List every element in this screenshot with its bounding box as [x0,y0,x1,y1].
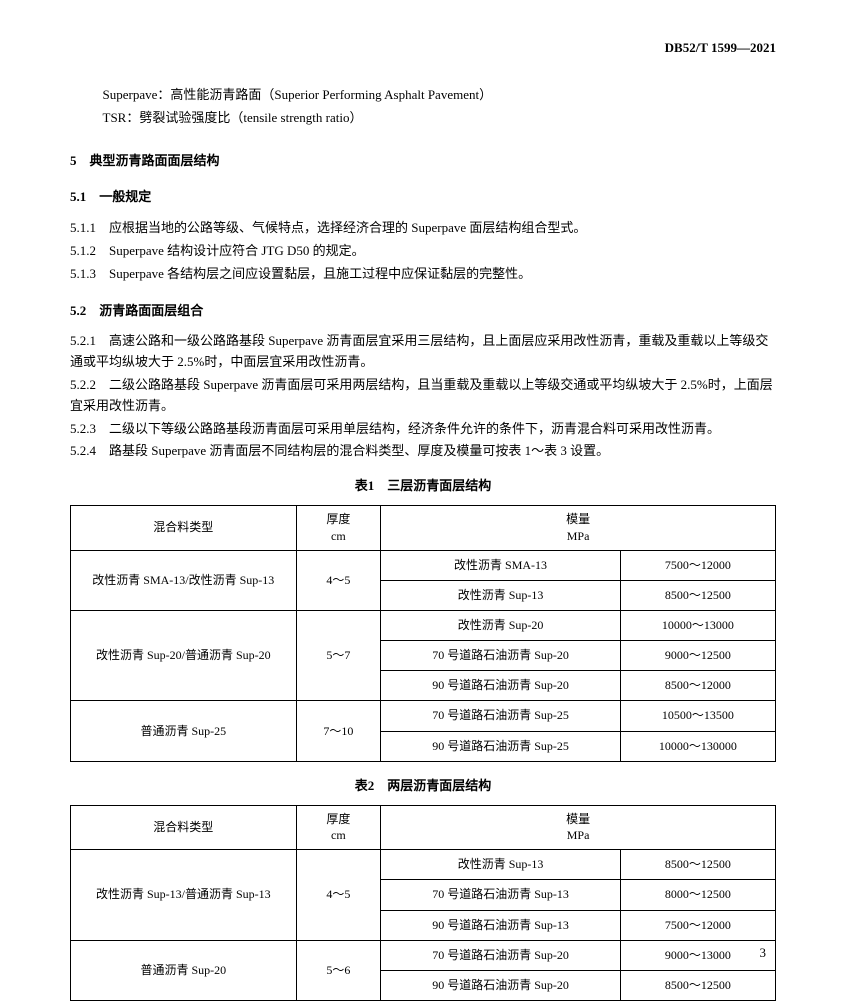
modulus-cell: 10000～130000 [620,731,775,761]
clause-5-1-1: 5.1.1 应根据当地的公路等级、气候特点，选择经济合理的 Superpave … [70,218,776,239]
mix-cell: 普通沥青 Sup-25 [71,701,297,761]
definition-superpave: Superpave：高性能沥青路面（Superior Performing As… [70,85,776,106]
clause-num: 5.2.2 [70,377,96,392]
modulus-cell: 10500～13500 [620,701,775,731]
section-5-num: 5 [70,153,77,168]
page-number: 3 [760,943,767,964]
table-2: 混合料类型 厚度 cm 模量 MPa 改性沥青 Sup-13/普通沥青 Sup-13… [70,805,776,1001]
header-text: 模量 [566,512,590,526]
header-unit: cm [331,828,346,842]
table-row: 普通沥青 Sup-25 7～10 70 号道路石油沥青 Sup-25 10500… [71,701,776,731]
clause-5-2-3: 5.2.3 二级以下等级公路路基段沥青面层可采用单层结构，经济条件允许的条件下，… [70,419,776,440]
clause-num: 5.1.2 [70,243,96,258]
material-cell: 改性沥青 SMA-13 [381,550,621,580]
thickness-cell: 4～5 [296,850,381,941]
section-5-heading: 5 典型沥青路面面层结构 [70,151,776,172]
material-cell: 90 号道路石油沥青 Sup-25 [381,731,621,761]
material-cell: 70 号道路石油沥青 Sup-25 [381,701,621,731]
clause-num: 5.2.4 [70,443,96,458]
modulus-cell: 8500～12500 [620,580,775,610]
table-header-thickness: 厚度 cm [296,805,381,850]
clause-text: 应根据当地的公路等级、气候特点，选择经济合理的 Superpave 面层结构组合… [109,220,586,235]
header-text: 厚度 [326,512,350,526]
clause-num: 5.1.3 [70,266,96,281]
clause-text: Superpave 各结构层之间应设置黏层，且施工过程中应保证黏层的完整性。 [109,266,531,281]
table-header-mix: 混合料类型 [71,805,297,850]
modulus-cell: 8500～12000 [620,671,775,701]
clause-5-2-1: 5.2.1 高速公路和一级公路路基段 Superpave 沥青面层宜采用三层结构… [70,331,776,373]
material-cell: 70 号道路石油沥青 Sup-13 [381,880,621,910]
table-2-caption: 表2 两层沥青面层结构 [70,776,776,797]
section-5-2-title: 沥青路面面层组合 [99,303,203,318]
clause-num: 5.2.1 [70,333,96,348]
mix-cell: 改性沥青 SMA-13/改性沥青 Sup-13 [71,550,297,610]
mix-cell: 改性沥青 Sup-13/普通沥青 Sup-13 [71,850,297,941]
clause-text: Superpave 结构设计应符合 JTG D50 的规定。 [109,243,365,258]
clause-5-2-2: 5.2.2 二级公路路基段 Superpave 沥青面层可采用两层结构，且当重载… [70,375,776,417]
clause-text: 路基段 Superpave 沥青面层不同结构层的混合料类型、厚度及模量可按表 1… [109,443,609,458]
mix-cell: 改性沥青 Sup-20/普通沥青 Sup-20 [71,610,297,701]
thickness-cell: 4～5 [296,550,381,610]
modulus-cell: 10000～13000 [620,610,775,640]
modulus-cell: 8000～12500 [620,880,775,910]
table-row: 改性沥青 SMA-13/改性沥青 Sup-13 4～5 改性沥青 SMA-13 … [71,550,776,580]
thickness-cell: 5～6 [296,940,381,1000]
clause-5-1-2: 5.1.2 Superpave 结构设计应符合 JTG D50 的规定。 [70,241,776,262]
modulus-cell: 9000～12500 [620,641,775,671]
header-unit: cm [331,529,346,543]
table-1: 混合料类型 厚度 cm 模量 MPa 改性沥青 SMA-13/改性沥青 Sup-13… [70,505,776,762]
table-row: 混合料类型 厚度 cm 模量 MPa [71,805,776,850]
clause-text: 二级以下等级公路路基段沥青面层可采用单层结构，经济条件允许的条件下，沥青混合料可… [109,421,720,436]
material-cell: 改性沥青 Sup-13 [381,850,621,880]
table-row: 混合料类型 厚度 cm 模量 MPa [71,505,776,550]
modulus-cell: 7500～12000 [620,550,775,580]
material-cell: 改性沥青 Sup-20 [381,610,621,640]
thickness-cell: 5～7 [296,610,381,701]
page-content: Superpave：高性能沥青路面（Superior Performing As… [70,85,776,1001]
header-unit: MPa [567,529,590,543]
table-header-mix: 混合料类型 [71,505,297,550]
clause-num: 5.1.1 [70,220,96,235]
document-code: DB52/T 1599—2021 [665,38,776,59]
table-row: 改性沥青 Sup-13/普通沥青 Sup-13 4～5 改性沥青 Sup-13 … [71,850,776,880]
modulus-cell: 7500～12000 [620,910,775,940]
clause-num: 5.2.3 [70,421,96,436]
clause-text: 二级公路路基段 Superpave 沥青面层可采用两层结构，且当重载及重载以上等… [70,377,773,413]
material-cell: 70 号道路石油沥青 Sup-20 [381,940,621,970]
table-header-modulus: 模量 MPa [381,505,776,550]
table-header-modulus: 模量 MPa [381,805,776,850]
thickness-cell: 7～10 [296,701,381,761]
clause-text: 高速公路和一级公路路基段 Superpave 沥青面层宜采用三层结构，且上面层应… [70,333,768,369]
material-cell: 改性沥青 Sup-13 [381,580,621,610]
header-text: 混合料类型 [153,820,213,834]
material-cell: 70 号道路石油沥青 Sup-20 [381,641,621,671]
section-5-title: 典型沥青路面面层结构 [90,153,220,168]
clause-5-2-4: 5.2.4 路基段 Superpave 沥青面层不同结构层的混合料类型、厚度及模… [70,441,776,462]
table-header-thickness: 厚度 cm [296,505,381,550]
section-5-2-heading: 5.2 沥青路面面层组合 [70,301,776,322]
definition-tsr: TSR：劈裂试验强度比（tensile strength ratio） [70,108,776,129]
section-5-1-num: 5.1 [70,189,86,204]
header-text: 厚度 [326,812,350,826]
modulus-cell: 8500～12500 [620,971,775,1001]
material-cell: 90 号道路石油沥青 Sup-20 [381,671,621,701]
section-5-1-heading: 5.1 一般规定 [70,187,776,208]
section-5-2-num: 5.2 [70,303,86,318]
clause-5-1-3: 5.1.3 Superpave 各结构层之间应设置黏层，且施工过程中应保证黏层的… [70,264,776,285]
table-row: 改性沥青 Sup-20/普通沥青 Sup-20 5～7 改性沥青 Sup-20 … [71,610,776,640]
material-cell: 90 号道路石油沥青 Sup-20 [381,971,621,1001]
table-1-caption: 表1 三层沥青面层结构 [70,476,776,497]
modulus-cell: 9000～13000 [620,940,775,970]
section-5-1-title: 一般规定 [99,189,151,204]
header-text: 模量 [566,812,590,826]
header-text: 混合料类型 [153,520,213,534]
table-row: 普通沥青 Sup-20 5～6 70 号道路石油沥青 Sup-20 9000～1… [71,940,776,970]
modulus-cell: 8500～12500 [620,850,775,880]
mix-cell: 普通沥青 Sup-20 [71,940,297,1000]
material-cell: 90 号道路石油沥青 Sup-13 [381,910,621,940]
header-unit: MPa [567,828,590,842]
